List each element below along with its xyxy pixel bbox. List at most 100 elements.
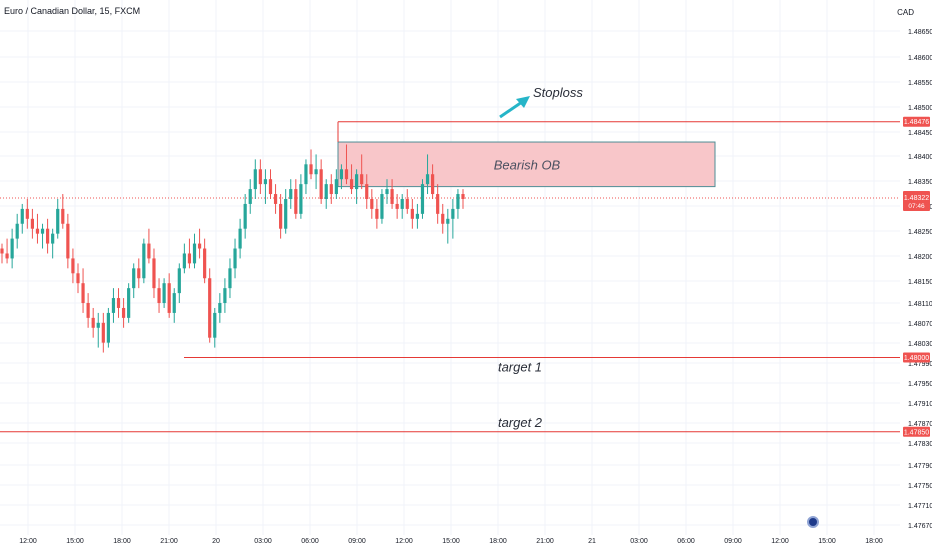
- y-tick-label: 1.48150: [908, 279, 932, 286]
- target2-price-tag: [903, 426, 930, 437]
- countdown-text: 07:46: [908, 203, 925, 210]
- candle-body: [355, 174, 359, 190]
- y-tick-label: 1.48550: [908, 80, 932, 87]
- candle-body: [365, 184, 369, 199]
- candle-body: [344, 169, 349, 180]
- candle-body: [96, 322, 100, 328]
- candle-body: [415, 213, 420, 219]
- target1-price-tag-text: 1.48000: [904, 355, 929, 362]
- candle-body: [349, 179, 354, 190]
- arrow-shaft: [499, 100, 523, 119]
- candle-body: [162, 283, 166, 304]
- y-tick-label: 1.48200: [908, 254, 932, 261]
- time-axis[interactable]: 12:00 15:00 18:00 21:00 20 03:00 06:00 09:00 12:…: [19, 538, 883, 545]
- candle-body: [177, 268, 181, 294]
- y-tick-label: 1.47870: [908, 421, 932, 428]
- x-tick-label: 06:00: [677, 538, 695, 545]
- x-tick-label: 03:00: [630, 538, 648, 545]
- candle-body: [456, 194, 460, 209]
- y-tick-label: 1.47990: [908, 361, 932, 368]
- candle-body: [51, 233, 55, 244]
- candle-body: [233, 248, 237, 269]
- y-tick-label: 1.48070: [908, 321, 932, 328]
- candle-body: [279, 203, 283, 229]
- x-tick-label: 20: [212, 538, 220, 545]
- candle-body: [71, 258, 75, 274]
- candle-body: [40, 228, 45, 234]
- candle-body: [106, 312, 110, 343]
- y-tick-label: 1.48250: [908, 229, 932, 236]
- candle-body: [116, 298, 121, 308]
- annotations: Stoploss target 1 target 2: [498, 85, 583, 430]
- x-tick-label: 18:00: [489, 538, 507, 545]
- arrow-icon: [499, 96, 530, 119]
- candle-body: [263, 179, 268, 185]
- candle-body: [142, 243, 146, 279]
- candle-body: [167, 283, 171, 313]
- target2-price-tag-text: 1.47850: [904, 429, 929, 436]
- candle-body: [400, 198, 404, 209]
- candle-body: [172, 293, 176, 313]
- candle-body: [339, 169, 344, 180]
- candle-body: [228, 268, 232, 289]
- candle-body: [299, 184, 303, 214]
- candle-body: [203, 248, 207, 279]
- candle-body: [405, 198, 409, 209]
- candle-body: [304, 164, 308, 185]
- candle-body: [223, 288, 227, 304]
- candle-body: [324, 184, 328, 199]
- candle-body: [187, 253, 192, 264]
- candle-body: [218, 303, 222, 313]
- bearish-ob-zone[interactable]: [337, 141, 716, 188]
- x-tick-label: 21: [588, 538, 596, 545]
- x-tick-label: 21:00: [536, 538, 554, 545]
- candle-body: [334, 179, 338, 195]
- candle-body: [273, 194, 278, 204]
- x-tick-label: 12:00: [395, 538, 413, 545]
- y-tick-label: 1.48350: [908, 179, 932, 186]
- candle-body: [390, 189, 394, 204]
- candle-body: [360, 174, 364, 185]
- x-tick-label: 06:00: [301, 538, 319, 545]
- x-tick-label: 03:00: [254, 538, 272, 545]
- y-tick-label: 1.47910: [908, 401, 932, 408]
- candle-body: [451, 208, 455, 219]
- y-tick-label: 1.47790: [908, 463, 932, 470]
- x-tick-label: 15:00: [818, 538, 836, 545]
- candle-body: [258, 169, 262, 185]
- candle-body: [289, 189, 293, 199]
- candle-body: [253, 169, 257, 190]
- bearish-ob-label: Bearish OB: [494, 157, 561, 172]
- candle-body: [238, 228, 242, 249]
- current-price-tag-text: 1.48322: [904, 195, 929, 202]
- candle-body: [420, 184, 425, 214]
- candle-body: [15, 223, 19, 239]
- x-tick-label: 15:00: [442, 538, 460, 545]
- candle-body: [309, 164, 313, 175]
- currency-label: CAD: [897, 8, 914, 17]
- symbol-title: Euro / Canadian Dollar, 15, FXCM: [4, 6, 141, 16]
- candle-body: [380, 194, 384, 219]
- candle-body: [56, 208, 60, 234]
- y-tick-label: 1.47750: [908, 483, 932, 490]
- y-tick-label: 1.47710: [908, 503, 932, 510]
- candle-body: [76, 273, 80, 284]
- candle-body: [147, 243, 151, 259]
- candle-body: [132, 268, 136, 289]
- x-tick-label: 21:00: [160, 538, 178, 545]
- candle-body: [127, 288, 131, 318]
- event-marker-icon[interactable]: [807, 516, 819, 528]
- candle-body: [436, 194, 440, 214]
- candle-body: [45, 228, 50, 244]
- candle-body: [395, 203, 399, 209]
- target1-price-tag: [903, 352, 930, 363]
- candle-body: [314, 169, 318, 175]
- candle-body: [81, 283, 85, 304]
- x-tick-label: 18:00: [865, 538, 883, 545]
- candle-body: [157, 288, 161, 304]
- stoploss-label: Stoploss: [533, 85, 583, 100]
- price-axis[interactable]: 1.48650 1.48600 1.48550 1.48500 1.48450 1.484…: [908, 29, 932, 530]
- candle-body: [10, 238, 14, 259]
